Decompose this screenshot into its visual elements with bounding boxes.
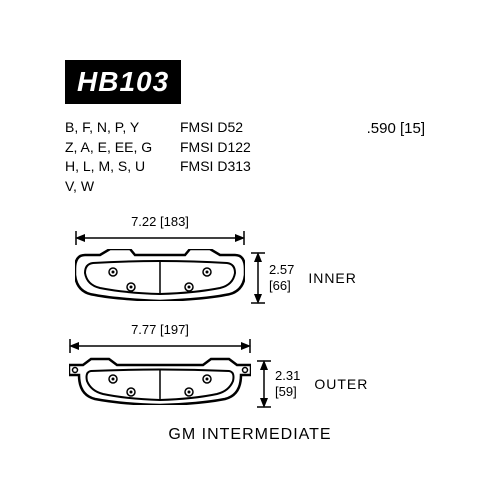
- application-label: GM INTERMEDIATE: [65, 426, 435, 444]
- fmsi-codes: FMSI D52FMSI D122FMSI D313: [180, 118, 290, 196]
- inner-width-mm: [183]: [160, 214, 189, 229]
- inner-label: INNER: [308, 270, 357, 286]
- outer-width-dimension: 7.77 [197]: [69, 322, 251, 337]
- compound-codes: B, F, N, P, YZ, A, E, EE, GH, L, M, S, U…: [65, 118, 180, 196]
- outer-height-dimension: 2.31 [59]: [275, 368, 300, 399]
- outer-pad-diagram: 7.77 [197]: [65, 322, 435, 410]
- outer-height-arrow: [257, 360, 271, 408]
- inner-height-arrow: [251, 252, 265, 304]
- thickness-value: .590 [15]: [290, 118, 435, 196]
- inner-height-dimension: 2.57 [66]: [269, 262, 294, 293]
- outer-label: OUTER: [314, 376, 368, 392]
- inner-width-in: 7.22: [131, 214, 156, 229]
- outer-width-in: 7.77: [131, 322, 156, 337]
- inner-height-mm: [66]: [269, 278, 294, 294]
- outer-width-arrow: [69, 339, 251, 353]
- outer-height-in: 2.31: [275, 368, 300, 384]
- spec-sheet: HB103 B, F, N, P, YZ, A, E, EE, GH, L, M…: [65, 60, 435, 444]
- inner-height-in: 2.57: [269, 262, 294, 278]
- outer-height-mm: [59]: [275, 384, 300, 400]
- inner-pad-diagram: 7.22 [183]: [65, 214, 435, 306]
- inner-width-arrow: [75, 231, 245, 245]
- part-number-header: HB103: [65, 60, 181, 104]
- outer-width-mm: [197]: [160, 322, 189, 337]
- outer-pad-shape: [69, 357, 251, 410]
- inner-pad-shape: [75, 249, 245, 306]
- info-row: B, F, N, P, YZ, A, E, EE, GH, L, M, S, U…: [65, 118, 435, 196]
- inner-width-dimension: 7.22 [183]: [75, 214, 245, 229]
